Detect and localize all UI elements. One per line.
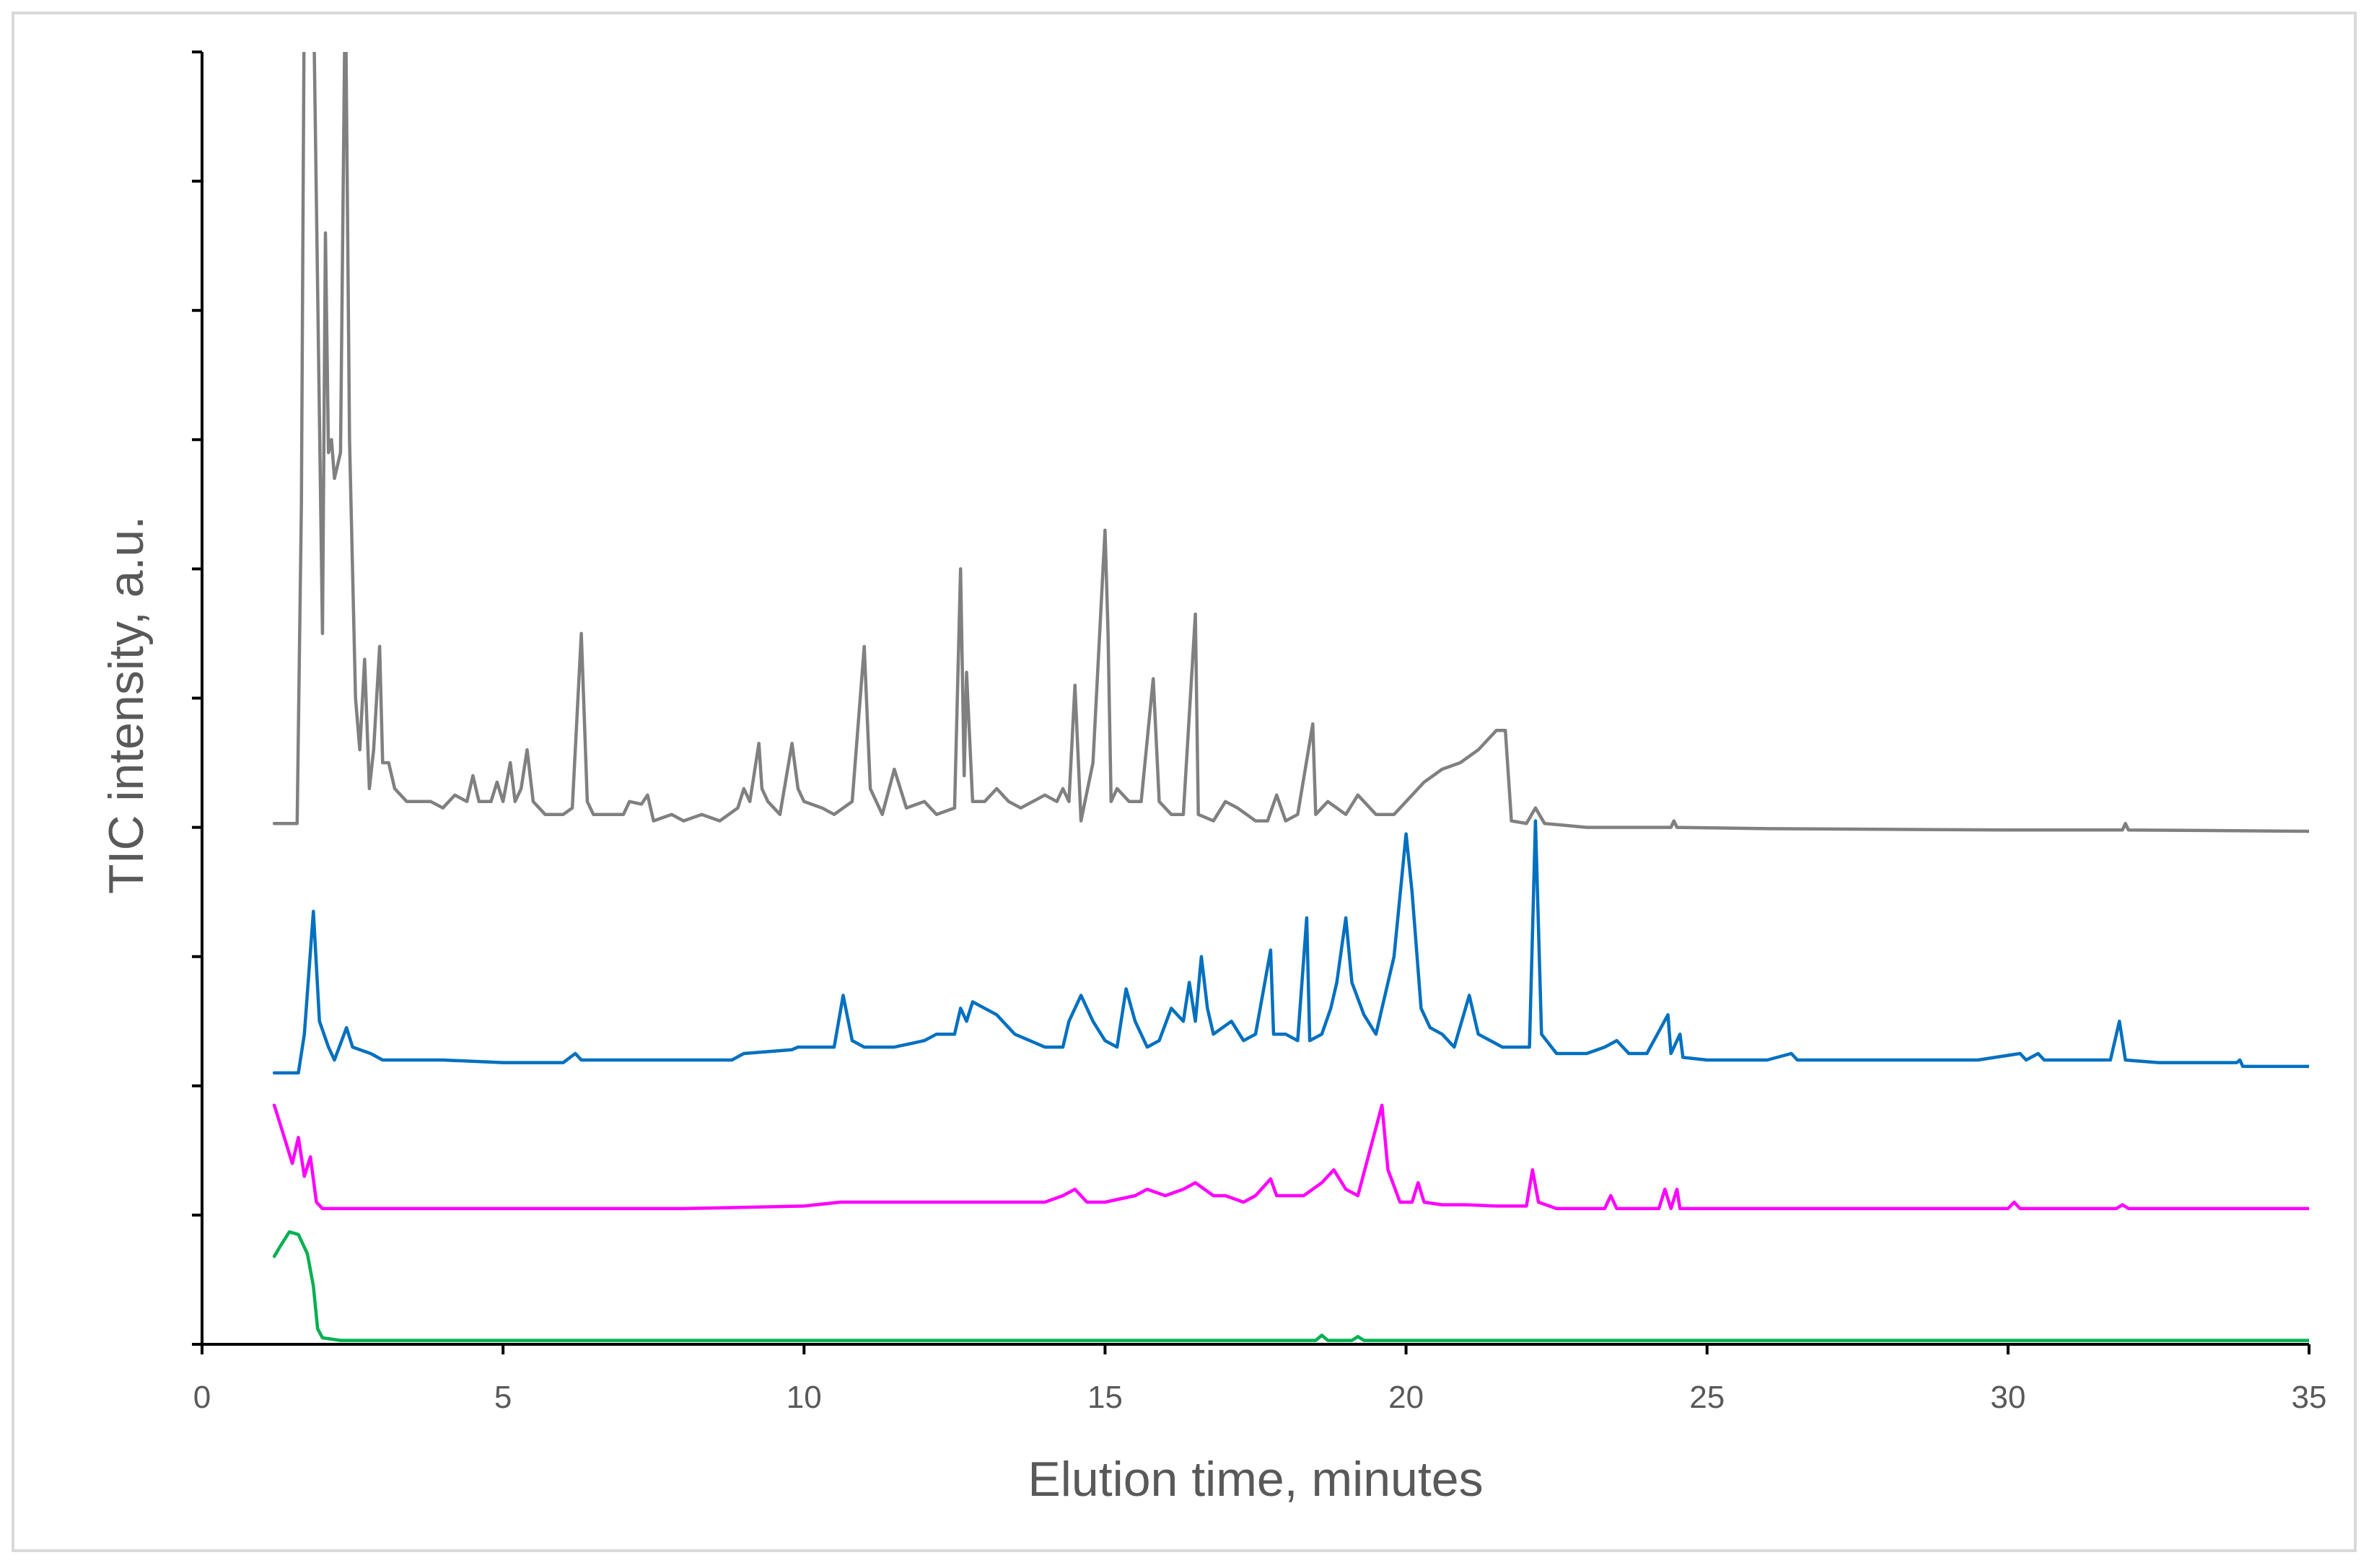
x-tick-label-35: 35 — [2292, 1380, 2327, 1415]
chart-frame: 0 5 10 15 20 25 30 35 Elution time, minutes TIC… — [12, 12, 2357, 1552]
series-group — [272, 52, 2309, 1342]
axes-group — [192, 51, 2311, 1354]
x-tick-label-20: 20 — [1388, 1380, 1424, 1415]
series-line-blue-trace — [272, 819, 2309, 1075]
y-axis-title: TIC intensity, a.u. — [99, 516, 154, 894]
x-tick-labels: 0 5 10 15 20 25 30 35 — [193, 1380, 2327, 1415]
x-axis-title: Elution time, minutes — [1028, 1452, 1483, 1507]
x-tick-label-25: 25 — [1689, 1380, 1725, 1415]
series-line-green-trace — [272, 1230, 2309, 1342]
series-line-gray-trace — [272, 52, 2309, 833]
chromatogram-chart: 0 5 10 15 20 25 30 35 Elution time, minutes TIC… — [99, 51, 2327, 1507]
x-tick-label-10: 10 — [787, 1380, 822, 1415]
x-tick-label-30: 30 — [1990, 1380, 2025, 1415]
x-tick-label-15: 15 — [1087, 1380, 1123, 1415]
x-tick-label-5: 5 — [494, 1380, 512, 1415]
series-line-magenta-trace — [272, 1103, 2309, 1211]
x-tick-label-0: 0 — [193, 1380, 211, 1415]
